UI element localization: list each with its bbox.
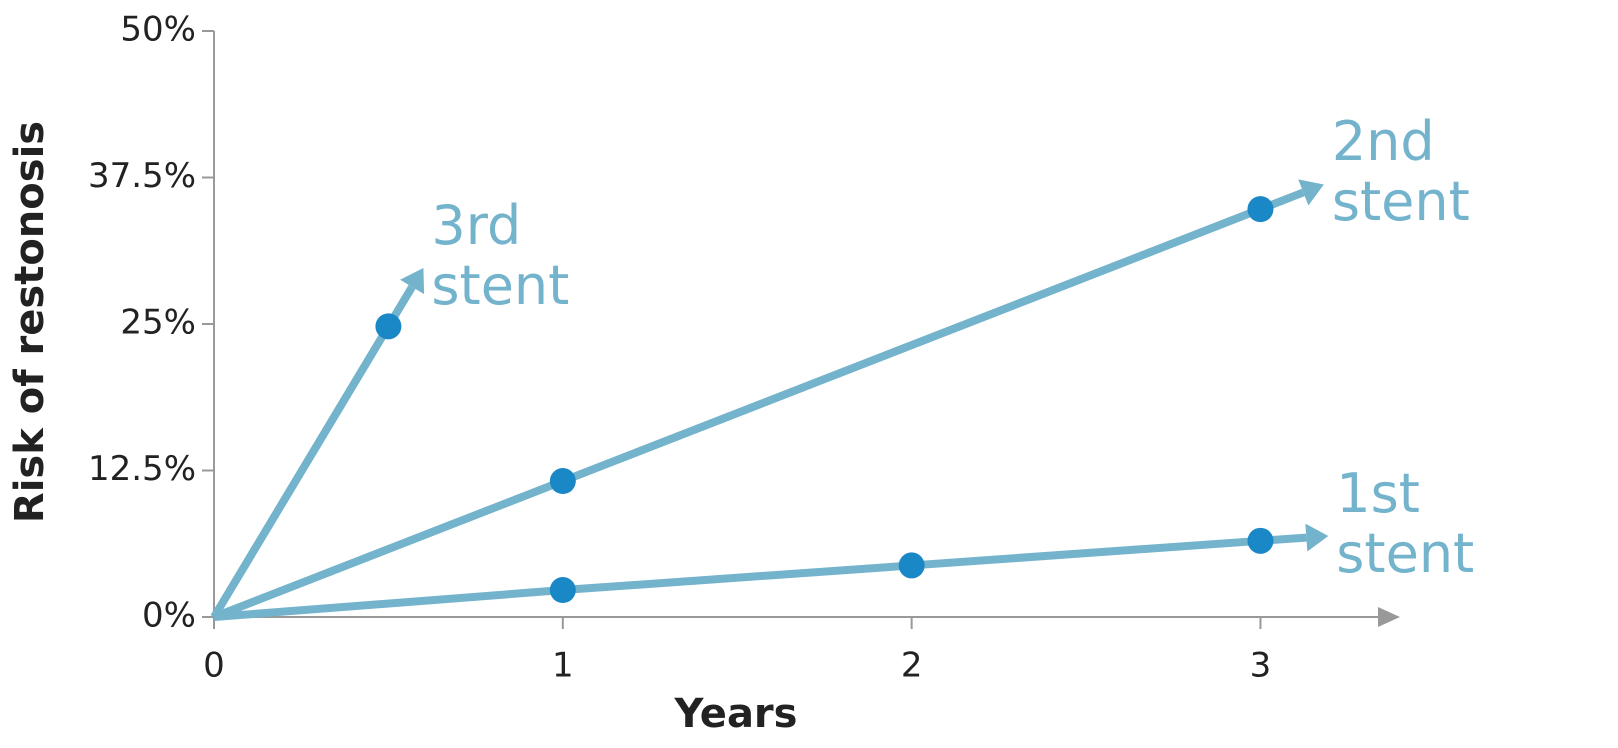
- series-label: 1st stent: [1336, 462, 1475, 586]
- x-axis-title: Years: [674, 691, 798, 737]
- arrow-head: [1298, 179, 1324, 206]
- data-point: [898, 552, 925, 579]
- series-label: 2nd stent: [1331, 110, 1470, 234]
- data-point: [1247, 196, 1274, 223]
- arrow-head: [1305, 523, 1329, 552]
- data-point: [375, 313, 402, 340]
- x-tick-label: 3: [1250, 646, 1272, 686]
- y-tick-label: 37.5%: [88, 156, 196, 196]
- y-tick-label: 12.5%: [88, 449, 196, 489]
- y-tick-label: 0%: [142, 596, 196, 636]
- x-axis-arrow: [1378, 607, 1400, 627]
- y-tick-label: 50%: [120, 10, 196, 50]
- y-axis-title: Risk of restonosis: [7, 121, 53, 523]
- series-line: [213, 536, 1261, 621]
- data-point: [549, 468, 576, 495]
- series-line: [210, 324, 392, 620]
- x-tick-label: 0: [203, 646, 225, 686]
- x-tick-label: 1: [552, 646, 574, 686]
- x-tick-label: 2: [901, 646, 923, 686]
- arrow-head: [400, 268, 425, 295]
- data-point: [1247, 527, 1274, 554]
- data-point: [549, 577, 576, 604]
- series-label: 3rd stent: [431, 194, 570, 318]
- y-tick-label: 25%: [120, 303, 196, 343]
